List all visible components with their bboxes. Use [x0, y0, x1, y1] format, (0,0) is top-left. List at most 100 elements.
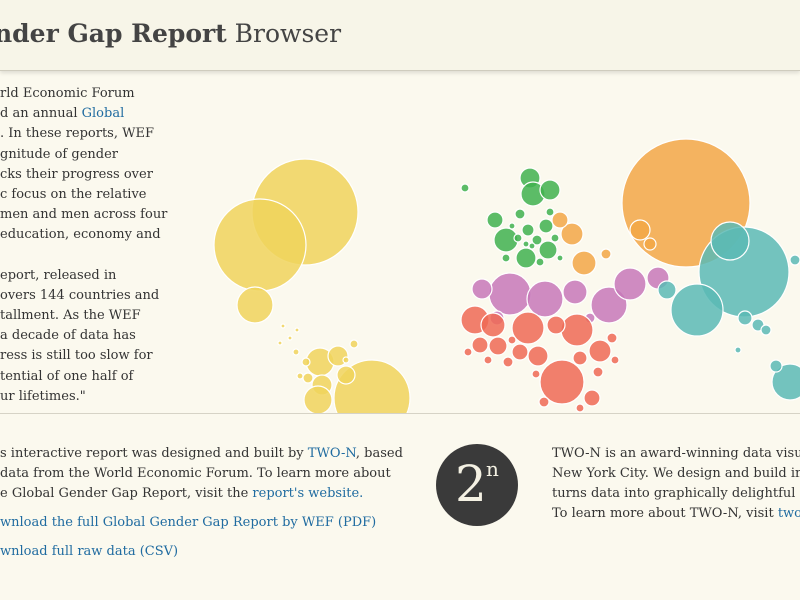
country-bubble[interactable]: [515, 247, 537, 269]
country-bubble[interactable]: [296, 372, 304, 380]
country-bubble[interactable]: [550, 233, 560, 243]
country-bubble[interactable]: [349, 339, 359, 349]
country-bubble[interactable]: [588, 339, 612, 363]
country-bubble[interactable]: [471, 336, 489, 354]
country-bubble[interactable]: [535, 257, 545, 267]
country-bubble[interactable]: [538, 218, 554, 234]
country-bubble[interactable]: [546, 315, 566, 335]
country-bubble[interactable]: [590, 286, 628, 324]
global-gender-gap-link[interactable]: Global: [81, 106, 125, 122]
country-bubble[interactable]: [508, 222, 516, 230]
country-bubble[interactable]: [583, 389, 601, 407]
country-bubble[interactable]: [342, 356, 350, 364]
country-bubble[interactable]: [769, 359, 783, 373]
bubble-map-visualization: [213, 138, 800, 414]
two-n-logo[interactable]: 2 n: [436, 444, 518, 526]
about-text: e Global Gender Gap Report, visit the: [0, 486, 253, 501]
east-asia-bubble-group: [657, 221, 800, 401]
country-bubble[interactable]: [575, 403, 585, 413]
country-bubble[interactable]: [528, 242, 536, 250]
intro-line: . In these reports, WEF: [0, 126, 154, 142]
country-bubble[interactable]: [760, 324, 772, 336]
country-bubble[interactable]: [551, 211, 569, 229]
country-bubble[interactable]: [294, 327, 300, 333]
report-website-link[interactable]: report's website.: [252, 486, 364, 501]
country-bubble[interactable]: [336, 365, 356, 385]
download-pdf-link[interactable]: wnload the full Global Gender Gap Report…: [0, 515, 377, 530]
about-text: , based: [355, 446, 403, 461]
country-bubble[interactable]: [501, 253, 511, 263]
country-bubble[interactable]: [600, 248, 612, 260]
intro-line-text: d an annual: [0, 106, 82, 122]
country-bubble[interactable]: [560, 222, 584, 246]
country-bubble[interactable]: [236, 286, 274, 324]
country-bubble[interactable]: [606, 332, 618, 344]
country-bubble[interactable]: [572, 350, 588, 366]
country-bubble[interactable]: [560, 313, 594, 347]
country-bubble[interactable]: [471, 278, 493, 300]
country-bubble[interactable]: [486, 211, 504, 229]
intro-line: cks their progress over: [0, 166, 153, 182]
country-bubble[interactable]: [522, 240, 530, 248]
country-bubble[interactable]: [539, 179, 561, 201]
country-bubble[interactable]: [737, 310, 753, 326]
country-bubble[interactable]: [513, 233, 523, 243]
country-bubble[interactable]: [292, 348, 300, 356]
country-bubble[interactable]: [539, 359, 585, 405]
two-n-line: TWO-N is an award-winning data visualiz: [552, 446, 800, 461]
country-bubble[interactable]: [710, 221, 750, 261]
country-bubble[interactable]: [734, 346, 742, 354]
country-bubble[interactable]: [538, 240, 558, 260]
two-n-link[interactable]: TWO-N: [307, 446, 356, 461]
country-bubble[interactable]: [531, 369, 541, 379]
country-bubble[interactable]: [488, 336, 508, 356]
country-bubble[interactable]: [483, 355, 493, 365]
country-bubble[interactable]: [213, 198, 307, 292]
country-bubble[interactable]: [527, 345, 549, 367]
country-bubble[interactable]: [556, 254, 564, 262]
country-bubble[interactable]: [592, 366, 604, 378]
intro-line: gnitude of gender: [0, 146, 118, 162]
page-title: nder Gap Report Browser: [0, 19, 341, 48]
country-bubble[interactable]: [610, 355, 620, 365]
logo-digit: 2: [455, 455, 487, 513]
country-bubble[interactable]: [280, 323, 286, 329]
country-bubble[interactable]: [771, 363, 800, 401]
americas-bubble-group: [213, 158, 411, 414]
country-bubble[interactable]: [613, 267, 647, 301]
country-bubble[interactable]: [511, 343, 529, 361]
country-bubble[interactable]: [521, 223, 535, 237]
country-bubble[interactable]: [545, 207, 555, 217]
country-bubble[interactable]: [480, 312, 506, 338]
country-bubble[interactable]: [514, 208, 526, 220]
country-bubble[interactable]: [562, 279, 588, 305]
country-bubble[interactable]: [629, 219, 651, 241]
title-rest: Browser: [226, 19, 342, 48]
country-bubble[interactable]: [303, 385, 333, 414]
country-bubble[interactable]: [670, 283, 724, 337]
country-bubble[interactable]: [526, 280, 564, 318]
country-bubble[interactable]: [789, 254, 800, 266]
country-bubble[interactable]: [643, 237, 657, 251]
country-bubble[interactable]: [531, 234, 543, 246]
country-bubble[interactable]: [502, 356, 514, 368]
country-bubble[interactable]: [538, 396, 550, 408]
country-bubble[interactable]: [488, 272, 532, 316]
about-line: e Global Gender Gap Report, visit the re…: [0, 484, 380, 504]
country-bubble[interactable]: [287, 335, 293, 341]
europe-bubble-group: [460, 167, 564, 269]
country-bubble[interactable]: [511, 311, 545, 345]
country-bubble[interactable]: [463, 347, 473, 357]
title-bold: nder Gap Report: [0, 19, 227, 48]
intro-line: a decade of data has: [0, 328, 136, 344]
two-n-website-link[interactable]: two-n.c: [777, 506, 800, 521]
intro-line: c focus on the relative: [0, 187, 147, 203]
country-bubble[interactable]: [301, 357, 311, 367]
country-bubble[interactable]: [657, 280, 677, 300]
country-bubble[interactable]: [507, 335, 517, 345]
country-bubble[interactable]: [460, 183, 470, 193]
country-bubble[interactable]: [277, 340, 283, 346]
download-csv-link[interactable]: wnload full raw data (CSV): [0, 544, 179, 559]
country-bubble[interactable]: [302, 372, 314, 384]
country-bubble[interactable]: [571, 250, 597, 276]
